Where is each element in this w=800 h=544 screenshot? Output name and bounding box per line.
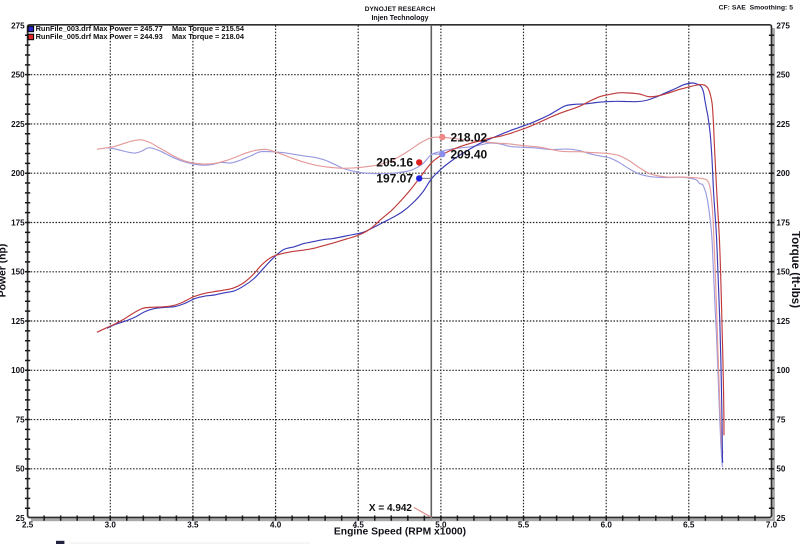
svg-text:CF: SAE Smoothing: 5: CF: SAE Smoothing: 5 bbox=[719, 4, 794, 11]
svg-text:100: 100 bbox=[11, 366, 25, 375]
svg-text:Power (hp): Power (hp) bbox=[0, 244, 9, 298]
svg-text:175: 175 bbox=[776, 218, 790, 227]
svg-text:125: 125 bbox=[776, 317, 790, 326]
svg-text:6.0: 6.0 bbox=[601, 521, 613, 530]
svg-text:205.16: 205.16 bbox=[376, 156, 413, 170]
svg-text:150: 150 bbox=[776, 268, 790, 277]
svg-text:X = 4.942: X = 4.942 bbox=[369, 503, 413, 514]
svg-text:RunFile_005.drf Max Power = 24: RunFile_005.drf Max Power = 244.93 bbox=[36, 32, 163, 41]
svg-text:25: 25 bbox=[16, 514, 26, 523]
svg-text:197.07: 197.07 bbox=[376, 172, 413, 186]
svg-text:218.02: 218.02 bbox=[451, 131, 488, 145]
svg-text:175: 175 bbox=[11, 218, 25, 227]
svg-text:4.0: 4.0 bbox=[270, 521, 282, 530]
svg-text:275: 275 bbox=[776, 21, 790, 30]
svg-text:Engine Speed (RPM x1000): Engine Speed (RPM x1000) bbox=[334, 527, 466, 538]
svg-text:Injen Technology: Injen Technology bbox=[371, 15, 428, 22]
svg-text:7.0: 7.0 bbox=[766, 521, 778, 530]
svg-text:250: 250 bbox=[776, 71, 790, 80]
svg-text:250: 250 bbox=[11, 71, 25, 80]
svg-text:3.0: 3.0 bbox=[105, 521, 117, 530]
svg-text:50: 50 bbox=[16, 465, 26, 474]
svg-text:150: 150 bbox=[11, 268, 25, 277]
svg-text:125: 125 bbox=[11, 317, 25, 326]
svg-text:200: 200 bbox=[11, 169, 25, 178]
svg-text:275: 275 bbox=[11, 21, 25, 30]
svg-text:5.5: 5.5 bbox=[518, 521, 530, 530]
svg-text:RunFile_003.drf Max Power = 24: RunFile_003.drf Max Power = 245.77 bbox=[36, 24, 163, 33]
svg-text:75: 75 bbox=[16, 416, 26, 425]
svg-text:50: 50 bbox=[776, 465, 786, 474]
svg-text:Max Torque = 218.04: Max Torque = 218.04 bbox=[172, 32, 245, 41]
svg-text:225: 225 bbox=[776, 120, 790, 129]
svg-text:75: 75 bbox=[776, 416, 786, 425]
svg-text:Max Torque = 215.54: Max Torque = 215.54 bbox=[172, 24, 245, 33]
svg-text:Torque (ft-lbs): Torque (ft-lbs) bbox=[789, 231, 800, 308]
svg-text:100: 100 bbox=[776, 366, 790, 375]
svg-text:209.40: 209.40 bbox=[451, 148, 488, 162]
svg-text:25: 25 bbox=[776, 514, 786, 523]
svg-text:2.5: 2.5 bbox=[22, 521, 34, 530]
svg-text:4.5: 4.5 bbox=[353, 521, 365, 530]
svg-text:5.0: 5.0 bbox=[435, 521, 447, 530]
svg-text:6.5: 6.5 bbox=[683, 521, 695, 530]
svg-text:200: 200 bbox=[776, 169, 790, 178]
svg-text:DYNOJET RESEARCH: DYNOJET RESEARCH bbox=[365, 6, 436, 13]
svg-text:3.5: 3.5 bbox=[187, 521, 199, 530]
svg-text:225: 225 bbox=[11, 120, 25, 129]
